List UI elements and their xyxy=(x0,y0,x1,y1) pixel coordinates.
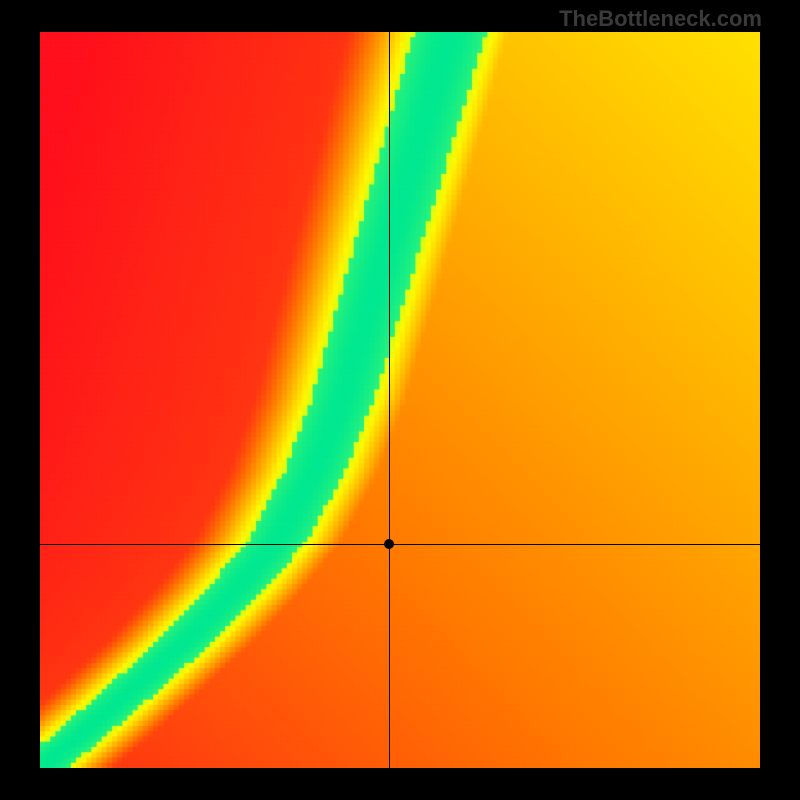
watermark-text: TheBottleneck.com xyxy=(559,6,762,32)
crosshair-horizontal xyxy=(40,544,760,545)
heatmap-plot-area xyxy=(40,32,760,768)
crosshair-marker-dot xyxy=(384,539,394,549)
crosshair-vertical xyxy=(389,32,390,768)
heatmap-canvas xyxy=(40,32,760,768)
